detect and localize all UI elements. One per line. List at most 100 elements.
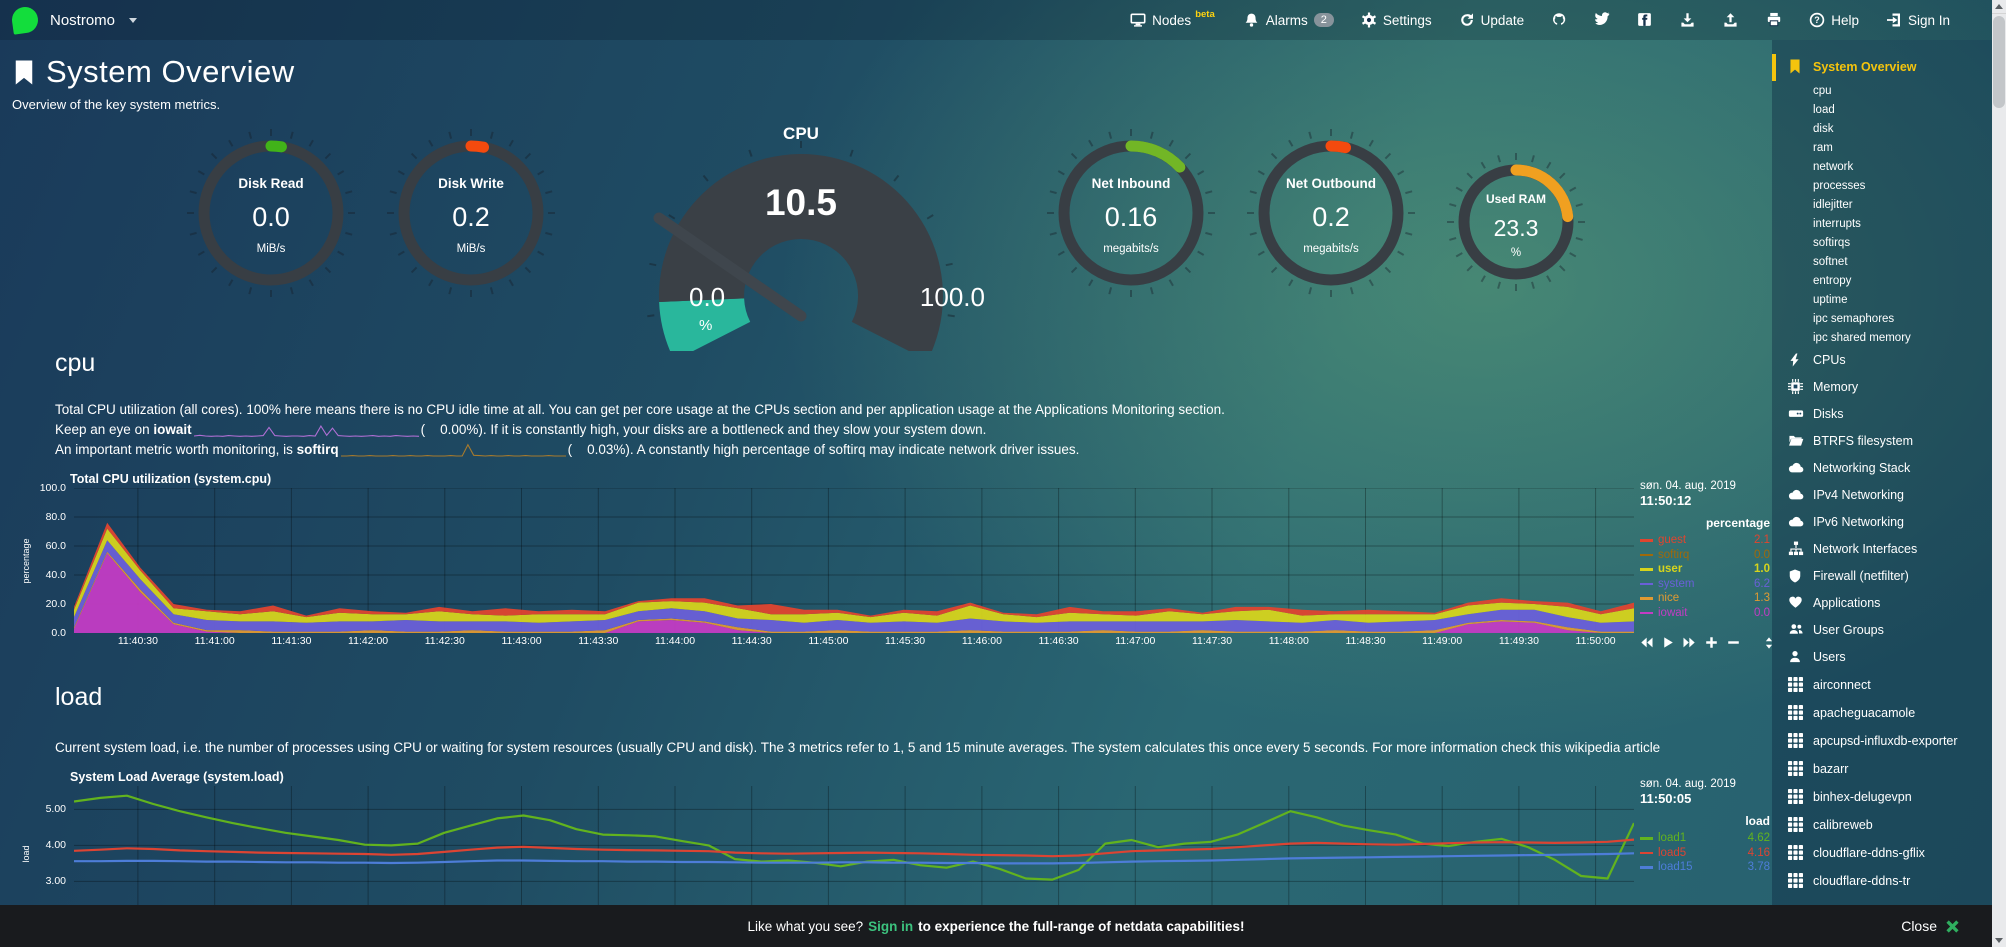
sidebar-item-applications[interactable]: Applications [1772, 590, 1986, 617]
legend-value: 4.62 [1747, 832, 1770, 845]
load-chart-plot[interactable] [74, 786, 1634, 921]
sidebar-item-ipv6-networking[interactable]: IPv6 Networking [1772, 509, 1986, 536]
sidebar-item-cpus[interactable]: CPUs [1772, 347, 1986, 374]
legend-dash-icon [1640, 539, 1653, 542]
sidebar-subitem-idlejitter[interactable]: idlejitter [1813, 198, 1853, 211]
sidebar-item-binhex-delugevpn[interactable]: binhex-delugevpn [1772, 783, 1986, 811]
th-icon [1788, 732, 1804, 749]
legend-user[interactable]: user 1.0 [1640, 562, 1772, 577]
sidebar-subitem-processes[interactable]: processes [1813, 179, 1866, 192]
gauge-cpu[interactable]: CPU 10.5 0.0 100.0 % [611, 124, 991, 351]
sidebar-item-cloudflare-ddns-tr[interactable]: cloudflare-ddns-tr [1772, 867, 1986, 895]
nav-alarms[interactable]: Alarms 2 [1244, 12, 1334, 28]
sidebar-item-label: IPv6 Networking [1813, 515, 1905, 529]
th-icon [1788, 760, 1804, 777]
play-button[interactable] [1662, 636, 1674, 649]
softirq-sparkline[interactable] [340, 443, 566, 458]
sidebar-item-label: binhex-delugevpn [1813, 789, 1912, 804]
nav-badge: beta [1195, 8, 1215, 20]
zoom-in-button[interactable] [1705, 636, 1718, 649]
sidebar-item-users[interactable]: Users [1772, 644, 1986, 671]
sidebar-item-apacheguacamole[interactable]: apacheguacamole [1772, 699, 1986, 727]
load-chart: System Load Average (system.load) load 5… [0, 770, 1772, 941]
sidebar-subitem-entropy[interactable]: entropy [1813, 274, 1852, 287]
signin-icon [1886, 12, 1902, 28]
nav-settings[interactable]: Settings [1361, 12, 1432, 28]
sign-in-link[interactable]: Sign in [868, 918, 914, 934]
sidebar-item-cloudflare-ddns-gflix[interactable]: cloudflare-ddns-gflix [1772, 839, 1986, 867]
sidebar-item-user-groups[interactable]: User Groups [1772, 617, 1986, 644]
legend-iowait[interactable]: iowait 0.0 [1640, 606, 1772, 621]
sidebar-item-firewall-netfilter-[interactable]: Firewall (netfilter) [1772, 563, 1986, 590]
sidebar-item-ipv4-networking[interactable]: IPv4 Networking [1772, 482, 1986, 509]
bolt-icon [1788, 352, 1804, 368]
sidebar-item-networking-stack[interactable]: Networking Stack [1772, 455, 1986, 482]
sidebar-item-disks[interactable]: Disks [1772, 401, 1986, 428]
gauge-net-outbound[interactable]: Net Outbound 0.2 megabits/s [1242, 124, 1420, 302]
gauge-disk-write[interactable]: Disk Write 0.2 MiB/s [382, 124, 560, 302]
sidebar-subitem-cpu[interactable]: cpu [1813, 84, 1832, 97]
cpu-chart-plot[interactable] [74, 488, 1634, 633]
sidebar-subitem-uptime[interactable]: uptime [1813, 293, 1848, 306]
gauge-disk-read[interactable]: Disk Read 0.0 MiB/s [182, 124, 360, 302]
nav-badge: 2 [1313, 13, 1334, 27]
node-switcher[interactable]: Nostromo [10, 5, 138, 35]
nav-signin[interactable]: Sign In [1886, 12, 1950, 28]
y-tick-label: 60.0 [45, 540, 66, 552]
sidebar-subitem-disk[interactable]: disk [1813, 122, 1834, 135]
legend-load15[interactable]: load15 3.78 [1640, 860, 1772, 875]
legend-value: 3.78 [1747, 861, 1770, 874]
sidebar-subitem-ipc-semaphores[interactable]: ipc semaphores [1813, 312, 1895, 325]
chart-toolbar [1640, 636, 1772, 649]
sidebar-subitem-softirqs[interactable]: softirqs [1813, 236, 1851, 249]
zoom-out-button[interactable] [1727, 636, 1740, 649]
nav-twitter-icon[interactable] [1594, 12, 1610, 28]
iowait-sparkline[interactable] [193, 423, 419, 438]
sidebar-subitem-interrupts[interactable]: interrupts [1813, 217, 1861, 230]
nav-github-icon[interactable] [1551, 12, 1567, 28]
sidebar-subitem-ipc-shared-memory[interactable]: ipc shared memory [1813, 331, 1911, 344]
close-banner-button[interactable]: Close [1901, 918, 1960, 934]
sidebar-subitem-load[interactable]: load [1813, 103, 1835, 116]
sidebar-item-calibreweb[interactable]: calibreweb [1772, 811, 1986, 839]
sidebar-item-network-interfaces[interactable]: Network Interfaces [1772, 536, 1986, 563]
gauge-net-inbound[interactable]: Net Inbound 0.16 megabits/s [1042, 124, 1220, 302]
nav-nodes[interactable]: Nodes beta [1130, 8, 1217, 28]
gauge-used-ram[interactable]: Used RAM 23.3 % [1442, 148, 1590, 296]
sidebar-item-btrfs-filesystem[interactable]: BTRFS filesystem [1772, 428, 1986, 455]
svg-text:?: ? [1814, 15, 1820, 25]
sidebar-subitem-softnet[interactable]: softnet [1813, 255, 1848, 268]
sidebar-item-bazarr[interactable]: bazarr [1772, 755, 1986, 783]
sidebar-subitem-ram[interactable]: ram [1813, 141, 1833, 154]
legend-softirq[interactable]: softirq 0.0 [1640, 548, 1772, 563]
resize-button[interactable] [1763, 636, 1772, 649]
legend-nice[interactable]: nice 1.3 [1640, 591, 1772, 606]
forward-button[interactable] [1683, 636, 1696, 649]
sidebar-item-airconnect[interactable]: airconnect [1772, 671, 1986, 699]
nav-download-icon[interactable] [1680, 12, 1696, 28]
scroll-up-button[interactable] [1992, 0, 2006, 14]
sidebar-item-apcupsd-influxdb-exporter[interactable]: apcupsd-influxdb-exporter [1772, 727, 1986, 755]
y-tick-label: 3.00 [45, 875, 66, 888]
nav-upload-icon[interactable] [1723, 12, 1739, 28]
legend-system[interactable]: system 6.2 [1640, 577, 1772, 592]
page-scrollbar[interactable] [1992, 0, 2006, 947]
nav-update[interactable]: Update [1459, 12, 1524, 28]
backward-button[interactable] [1640, 636, 1653, 649]
sidebar-item-system-overview[interactable]: System Overview [1772, 54, 1986, 81]
legend-guest[interactable]: guest 2.1 [1640, 533, 1772, 548]
scroll-down-button[interactable] [1992, 933, 2006, 947]
sidebar-menu: System Overview cpu load disk ram network proc… [1772, 40, 1992, 905]
gauge-value: 10.5 [764, 182, 837, 223]
twitter-icon [1594, 12, 1610, 28]
sidebar-subitem-network[interactable]: network [1813, 160, 1854, 173]
legend-load5[interactable]: load5 4.16 [1640, 846, 1772, 861]
x-tick-label: 11:49:30 [1498, 635, 1539, 647]
scrollbar-thumb[interactable] [1993, 16, 2005, 108]
sidebar-item-memory[interactable]: Memory [1772, 374, 1986, 401]
nav-print-icon[interactable] [1766, 12, 1782, 28]
legend-load1[interactable]: load1 4.62 [1640, 831, 1772, 846]
nav-facebook-icon[interactable] [1637, 12, 1653, 28]
page-subtitle: Overview of the key system metrics. [12, 97, 221, 112]
nav-help[interactable]: ? Help [1809, 12, 1859, 28]
